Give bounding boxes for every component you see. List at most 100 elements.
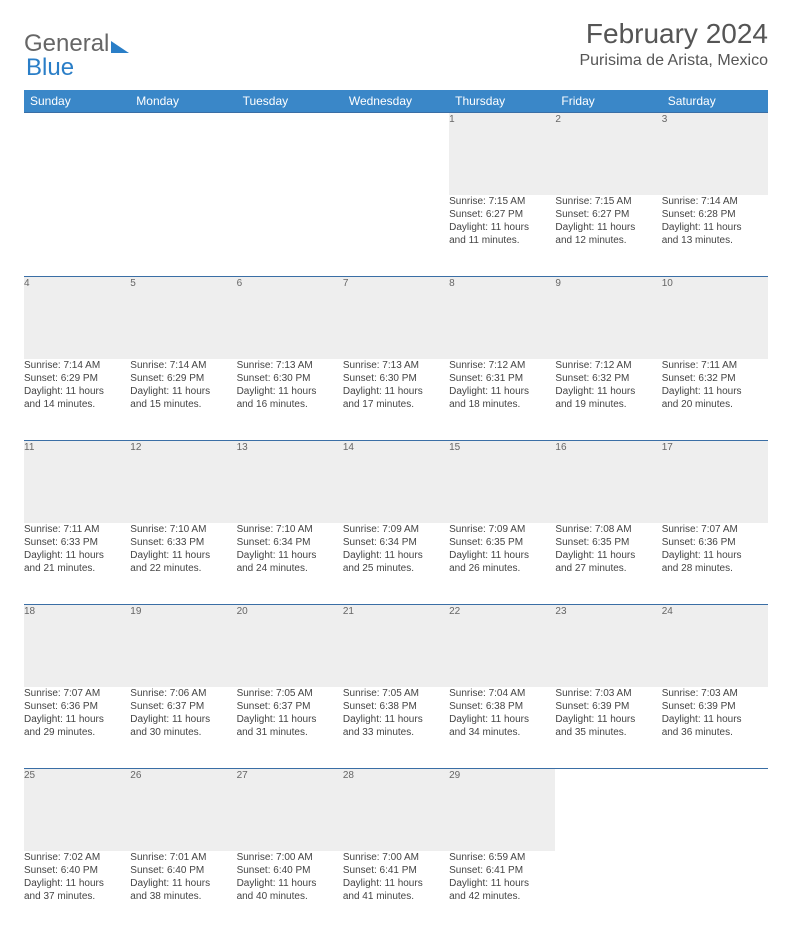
sunset-text: Sunset: 6:37 PM xyxy=(130,700,236,713)
day-detail-cell xyxy=(662,851,768,933)
daynum-row: 123 xyxy=(24,113,768,195)
daynum-row: 45678910 xyxy=(24,277,768,359)
daynum-row: 18192021222324 xyxy=(24,605,768,687)
day-number-cell: 11 xyxy=(24,441,130,523)
sunrise-text: Sunrise: 7:05 AM xyxy=(343,687,449,700)
daylight-text-1: Daylight: 11 hours xyxy=(662,221,768,234)
daylight-text-2: and 16 minutes. xyxy=(237,398,343,411)
daylight-text-1: Daylight: 11 hours xyxy=(130,877,236,890)
day-detail-cell: Sunrise: 7:01 AMSunset: 6:40 PMDaylight:… xyxy=(130,851,236,933)
day-number-cell xyxy=(662,769,768,851)
daylight-text-1: Daylight: 11 hours xyxy=(237,877,343,890)
daynum-row: 11121314151617 xyxy=(24,441,768,523)
day-number-cell: 2 xyxy=(555,113,661,195)
sunrise-text: Sunrise: 7:15 AM xyxy=(449,195,555,208)
day-number-cell: 21 xyxy=(343,605,449,687)
sunrise-text: Sunrise: 7:05 AM xyxy=(237,687,343,700)
sunset-text: Sunset: 6:32 PM xyxy=(662,372,768,385)
day-detail-cell: Sunrise: 7:07 AMSunset: 6:36 PMDaylight:… xyxy=(24,687,130,769)
sunrise-text: Sunrise: 7:07 AM xyxy=(24,687,130,700)
calendar-body: 123Sunrise: 7:15 AMSunset: 6:27 PMDaylig… xyxy=(24,113,768,933)
sunset-text: Sunset: 6:27 PM xyxy=(555,208,661,221)
day-detail-cell xyxy=(555,851,661,933)
sunset-text: Sunset: 6:32 PM xyxy=(555,372,661,385)
sunset-text: Sunset: 6:36 PM xyxy=(662,536,768,549)
day-detail-cell: Sunrise: 7:05 AMSunset: 6:38 PMDaylight:… xyxy=(343,687,449,769)
sunset-text: Sunset: 6:37 PM xyxy=(237,700,343,713)
daylight-text-1: Daylight: 11 hours xyxy=(343,549,449,562)
sunset-text: Sunset: 6:35 PM xyxy=(555,536,661,549)
daylight-text-1: Daylight: 11 hours xyxy=(555,385,661,398)
daylight-text-1: Daylight: 11 hours xyxy=(24,713,130,726)
daylight-text-2: and 38 minutes. xyxy=(130,890,236,903)
day-detail-cell xyxy=(237,195,343,277)
day-number-cell: 16 xyxy=(555,441,661,523)
weekday-header: Wednesday xyxy=(343,90,449,113)
sunset-text: Sunset: 6:40 PM xyxy=(130,864,236,877)
daylight-text-2: and 14 minutes. xyxy=(24,398,130,411)
weekday-header: Tuesday xyxy=(237,90,343,113)
day-number-cell: 28 xyxy=(343,769,449,851)
daylight-text-2: and 29 minutes. xyxy=(24,726,130,739)
sunset-text: Sunset: 6:29 PM xyxy=(130,372,236,385)
daylight-text-2: and 11 minutes. xyxy=(449,234,555,247)
title-block: February 2024 Purisima de Arista, Mexico xyxy=(579,18,768,70)
day-detail-cell: Sunrise: 7:15 AMSunset: 6:27 PMDaylight:… xyxy=(449,195,555,277)
sunrise-text: Sunrise: 7:04 AM xyxy=(449,687,555,700)
day-detail-cell: Sunrise: 7:00 AMSunset: 6:40 PMDaylight:… xyxy=(237,851,343,933)
daylight-text-1: Daylight: 11 hours xyxy=(130,713,236,726)
sunrise-text: Sunrise: 7:13 AM xyxy=(343,359,449,372)
daylight-text-2: and 17 minutes. xyxy=(343,398,449,411)
weekday-header: Thursday xyxy=(449,90,555,113)
sunrise-text: Sunrise: 7:14 AM xyxy=(130,359,236,372)
sunset-text: Sunset: 6:29 PM xyxy=(24,372,130,385)
sunrise-text: Sunrise: 7:10 AM xyxy=(130,523,236,536)
day-number-cell: 27 xyxy=(237,769,343,851)
detail-row: Sunrise: 7:14 AMSunset: 6:29 PMDaylight:… xyxy=(24,359,768,441)
day-detail-cell: Sunrise: 7:06 AMSunset: 6:37 PMDaylight:… xyxy=(130,687,236,769)
day-number-cell xyxy=(130,113,236,195)
day-detail-cell: Sunrise: 7:04 AMSunset: 6:38 PMDaylight:… xyxy=(449,687,555,769)
sunrise-text: Sunrise: 7:11 AM xyxy=(662,359,768,372)
day-number-cell: 29 xyxy=(449,769,555,851)
daylight-text-2: and 19 minutes. xyxy=(555,398,661,411)
sunset-text: Sunset: 6:36 PM xyxy=(24,700,130,713)
sunrise-text: Sunrise: 7:02 AM xyxy=(24,851,130,864)
logo-triangle-icon xyxy=(111,41,129,53)
sunrise-text: Sunrise: 7:12 AM xyxy=(449,359,555,372)
day-detail-cell: Sunrise: 6:59 AMSunset: 6:41 PMDaylight:… xyxy=(449,851,555,933)
day-detail-cell: Sunrise: 7:00 AMSunset: 6:41 PMDaylight:… xyxy=(343,851,449,933)
weekday-row: Sunday Monday Tuesday Wednesday Thursday… xyxy=(24,90,768,113)
daylight-text-2: and 18 minutes. xyxy=(449,398,555,411)
day-number-cell: 17 xyxy=(662,441,768,523)
day-number-cell: 6 xyxy=(237,277,343,359)
weekday-header: Monday xyxy=(130,90,236,113)
day-number-cell: 3 xyxy=(662,113,768,195)
day-detail-cell: Sunrise: 7:13 AMSunset: 6:30 PMDaylight:… xyxy=(237,359,343,441)
sunset-text: Sunset: 6:33 PM xyxy=(24,536,130,549)
daylight-text-2: and 12 minutes. xyxy=(555,234,661,247)
daylight-text-1: Daylight: 11 hours xyxy=(449,877,555,890)
sunset-text: Sunset: 6:39 PM xyxy=(555,700,661,713)
day-detail-cell: Sunrise: 7:14 AMSunset: 6:29 PMDaylight:… xyxy=(24,359,130,441)
daylight-text-2: and 37 minutes. xyxy=(24,890,130,903)
sunrise-text: Sunrise: 7:06 AM xyxy=(130,687,236,700)
day-detail-cell: Sunrise: 7:03 AMSunset: 6:39 PMDaylight:… xyxy=(555,687,661,769)
daylight-text-1: Daylight: 11 hours xyxy=(555,549,661,562)
day-detail-cell: Sunrise: 7:03 AMSunset: 6:39 PMDaylight:… xyxy=(662,687,768,769)
daylight-text-1: Daylight: 11 hours xyxy=(237,385,343,398)
sunset-text: Sunset: 6:38 PM xyxy=(449,700,555,713)
day-number-cell: 25 xyxy=(24,769,130,851)
day-number-cell: 14 xyxy=(343,441,449,523)
day-number-cell xyxy=(343,113,449,195)
sunset-text: Sunset: 6:30 PM xyxy=(237,372,343,385)
daylight-text-2: and 33 minutes. xyxy=(343,726,449,739)
daylight-text-2: and 40 minutes. xyxy=(237,890,343,903)
logo-text-blue: Blue xyxy=(26,54,74,82)
sunrise-text: Sunrise: 7:14 AM xyxy=(662,195,768,208)
daylight-text-1: Daylight: 11 hours xyxy=(555,713,661,726)
day-detail-cell: Sunrise: 7:15 AMSunset: 6:27 PMDaylight:… xyxy=(555,195,661,277)
daynum-row: 2526272829 xyxy=(24,769,768,851)
day-detail-cell: Sunrise: 7:10 AMSunset: 6:33 PMDaylight:… xyxy=(130,523,236,605)
daylight-text-2: and 34 minutes. xyxy=(449,726,555,739)
